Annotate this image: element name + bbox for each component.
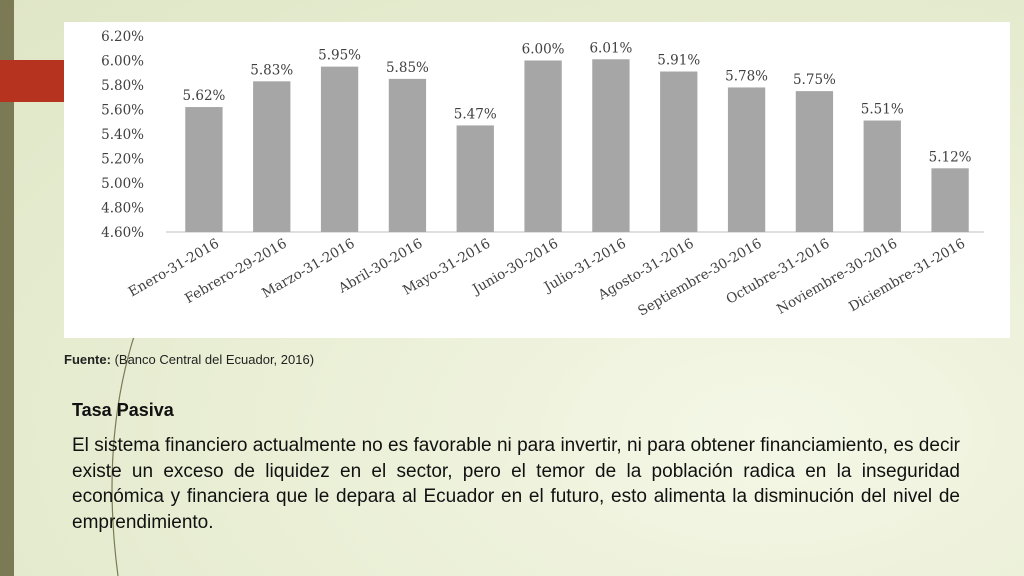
bar [931, 168, 969, 232]
bar-chart: 4.60% 4.80% 5.00% 5.20% 5.40% 5.60% 5.80% 6.00%… [101, 29, 984, 320]
bar [185, 107, 223, 232]
bar [253, 81, 291, 232]
data-label: 5.12% [929, 149, 972, 165]
body-paragraph: El sistema financiero actualmente no es … [72, 435, 960, 533]
bar [388, 78, 427, 232]
bar [524, 60, 562, 232]
bar [320, 66, 359, 232]
data-label: 5.85% [386, 60, 429, 76]
source-note: Fuente: (Banco Central del Ecuador, 2016… [64, 352, 314, 367]
bar [727, 87, 766, 232]
data-label: 5.51% [861, 102, 904, 118]
source-label: Fuente: [64, 352, 111, 367]
data-label: 5.95% [318, 48, 361, 64]
y-tick-label: 5.80% [101, 78, 144, 94]
x-tick-label: Noviembre-30-2016 [774, 236, 900, 318]
data-label: 5.83% [250, 62, 293, 78]
bar [795, 91, 834, 232]
y-tick-label: 5.60% [101, 103, 144, 119]
bar [863, 120, 901, 232]
data-label: 5.78% [725, 68, 768, 84]
y-tick-label: 5.40% [101, 127, 144, 143]
y-tick-label: 4.80% [101, 201, 144, 217]
y-tick-label: 5.00% [101, 176, 144, 192]
y-tick-label: 4.60% [101, 225, 144, 241]
data-label: 6.01% [589, 40, 632, 56]
bar [660, 71, 698, 233]
bar [456, 125, 494, 232]
bar [592, 59, 630, 233]
accent-bar [0, 60, 64, 102]
section-heading: Tasa Pasiva [72, 400, 174, 420]
x-tick-label: Septiembre-30-2016 [635, 236, 764, 320]
left-sidebar-bar [0, 0, 14, 576]
x-tick-label: Diciembre-31-2016 [846, 236, 968, 316]
data-label: 6.00% [522, 42, 565, 58]
data-label: 5.75% [793, 72, 836, 88]
data-label: 5.91% [657, 53, 700, 69]
source-text: (Banco Central del Ecuador, 2016) [114, 352, 315, 367]
data-label: 5.62% [182, 88, 225, 104]
chart-panel: 4.60% 4.80% 5.00% 5.20% 5.40% 5.60% 5.80% 6.00%… [64, 22, 1010, 338]
y-tick-label: 6.00% [101, 54, 144, 70]
y-tick-label: 6.20% [101, 29, 144, 45]
y-tick-label: 5.20% [101, 152, 144, 168]
data-label: 5.47% [454, 106, 497, 122]
